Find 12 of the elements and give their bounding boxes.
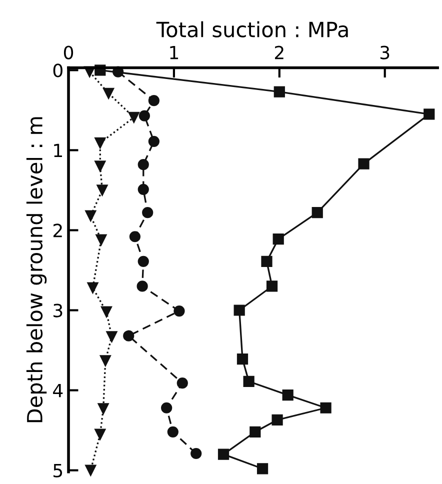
y-tick-label: 4: [53, 384, 63, 398]
y-tick-label: 2: [53, 224, 62, 238]
x-tick-label: 0: [64, 46, 74, 60]
x-tick-label: 3: [380, 46, 390, 60]
y-tick-label: 1: [54, 144, 62, 158]
x-axis-title: Total suction : MPa: [156, 21, 348, 38]
x-tick-label: 2: [274, 46, 284, 60]
x-tick-label: 1: [170, 46, 178, 60]
y-tick-label: 3: [54, 304, 62, 318]
y-tick-label: 0: [53, 64, 62, 78]
y-axis-title: Depth below ground level : m: [26, 117, 47, 422]
y-tick-label: 5: [54, 464, 62, 478]
